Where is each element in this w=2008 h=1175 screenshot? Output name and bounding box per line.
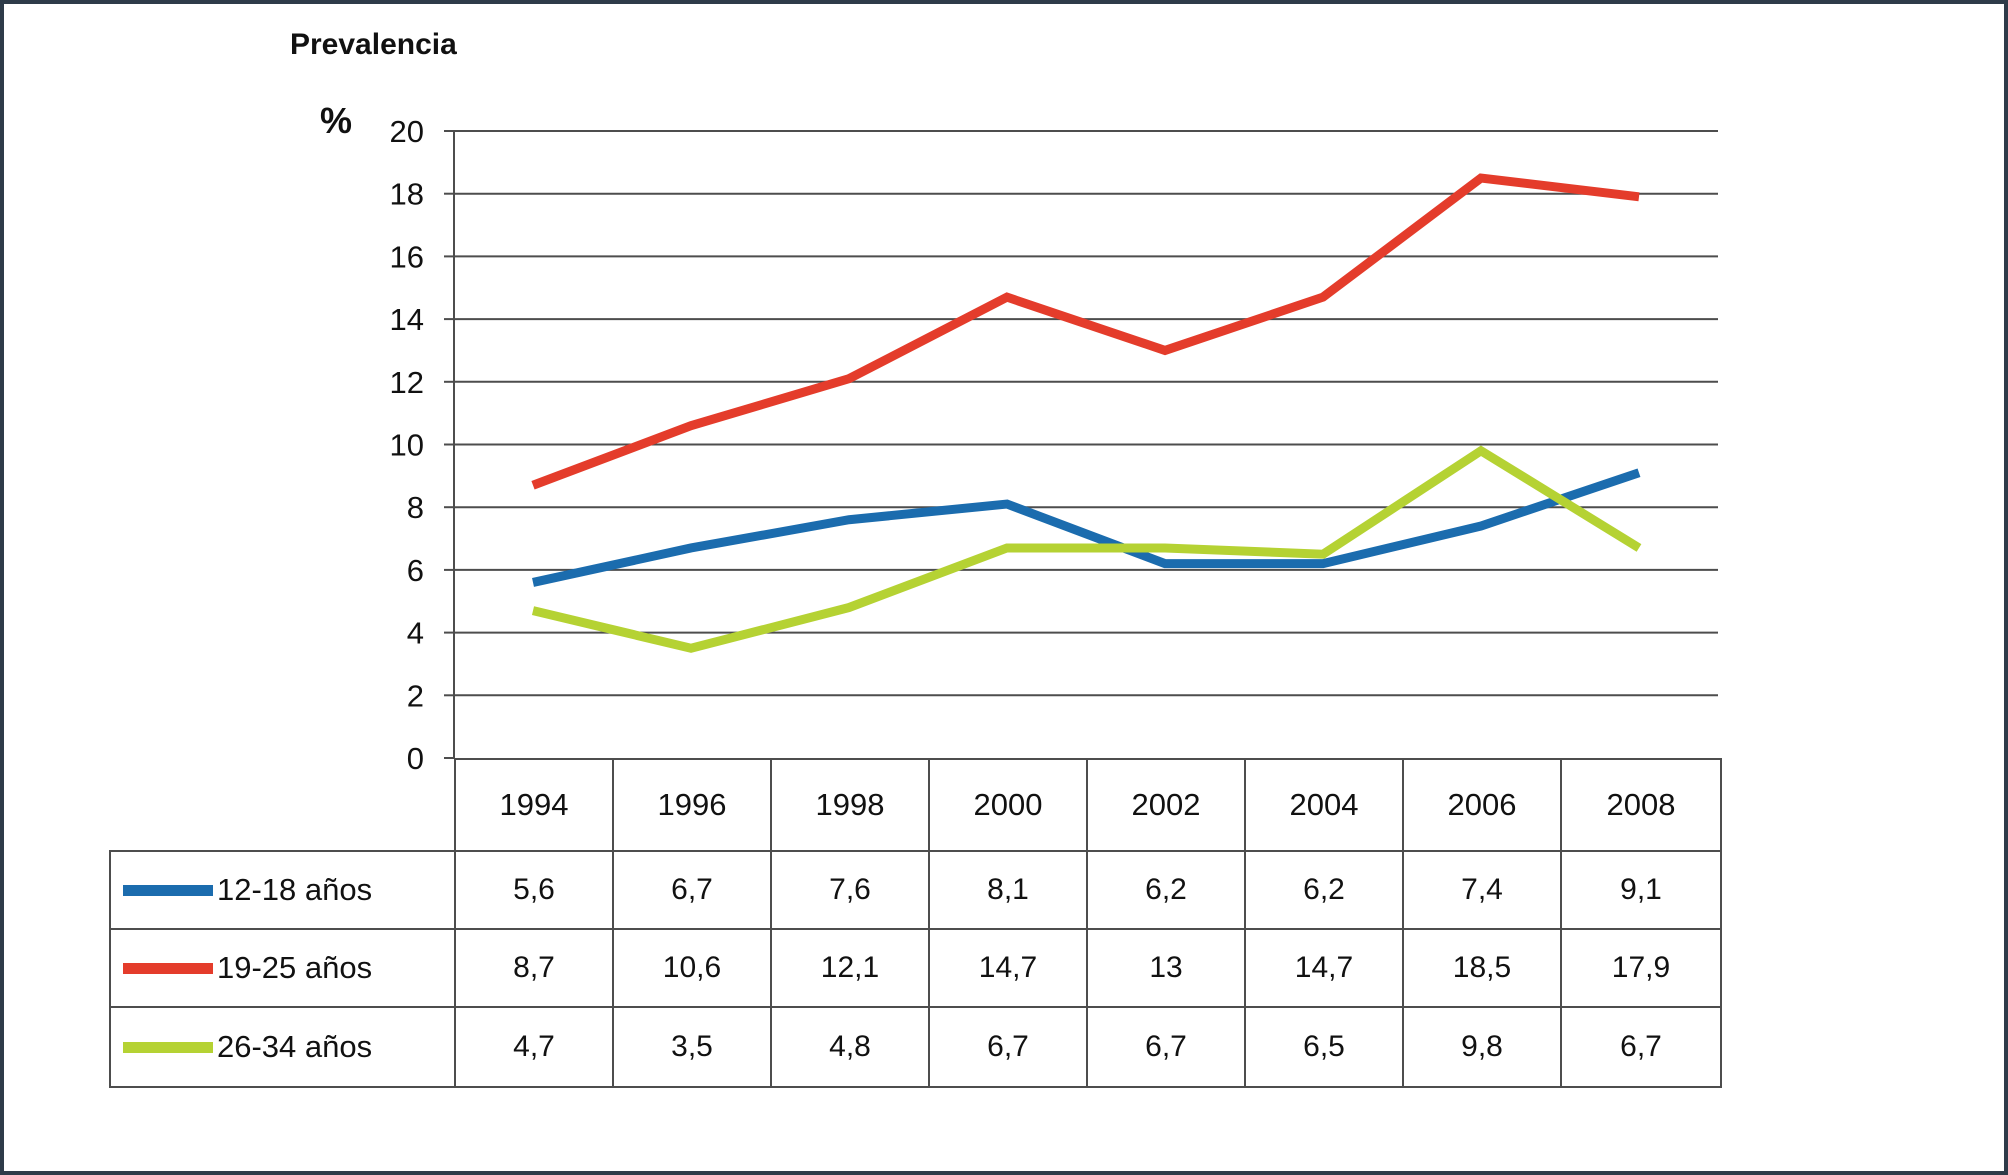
y-tick-label: 10	[390, 428, 424, 463]
y-tick-label: 2	[407, 678, 424, 713]
value-cell: 6,7	[1088, 1008, 1246, 1086]
y-axis-unit-label: %	[320, 100, 353, 141]
year-cell: 2006	[1404, 760, 1562, 850]
y-tick-label: 20	[390, 114, 424, 149]
legend-label: 12-18 años	[217, 872, 373, 907]
y-tick-label: 8	[407, 490, 424, 525]
y-tick-label: 18	[390, 177, 424, 212]
value-cell: 4,8	[772, 1008, 930, 1086]
value-cell: 5,6	[456, 852, 614, 930]
value-cell: 9,1	[1562, 852, 1720, 930]
legend-swatch-19-25	[123, 962, 213, 974]
value-cell: 9,8	[1404, 1008, 1562, 1086]
value-cell: 6,5	[1246, 1008, 1404, 1086]
year-cell: 2008	[1606, 787, 1676, 822]
legend-swatch-12-18	[123, 884, 213, 896]
value-cell: 6,7	[614, 852, 772, 930]
year-cell: 1998	[772, 760, 930, 850]
value-cell: 8,1	[930, 852, 1088, 930]
x-axis-year-header-row: 1994 1996 1998 2000 2002 2004 2006 2008	[454, 758, 1722, 850]
value-cell: 18,5	[1404, 930, 1562, 1008]
series-line-26-34	[531, 445, 1642, 653]
legend-cell-12-18: 12-18 años	[111, 852, 456, 930]
year-cell: 1994	[456, 760, 614, 850]
year-cell: 1996	[614, 760, 772, 850]
series-line-19-25	[531, 173, 1640, 490]
value-cell: 8,7	[456, 930, 614, 1008]
y-tick-label: 4	[407, 616, 424, 651]
legend-label: 19-25 años	[217, 950, 373, 985]
y-tick-label: 6	[407, 553, 424, 588]
chart-title: Prevalencia	[290, 28, 457, 61]
legend-swatch-26-34	[123, 1041, 213, 1053]
y-tick-label: 14	[390, 302, 424, 337]
legend-cell-19-25: 19-25 años	[111, 930, 456, 1008]
value-cell: 7,6	[772, 852, 930, 930]
value-cell: 17,9	[1562, 930, 1720, 1008]
year-cell: 2004	[1246, 760, 1404, 850]
value-cell: 14,7	[1246, 930, 1404, 1008]
y-tick-label: 12	[390, 365, 424, 400]
value-cell: 3,5	[614, 1008, 772, 1086]
value-cell: 4,7	[456, 1008, 614, 1086]
value-cell: 7,4	[1404, 852, 1562, 930]
series-line-12-18	[532, 468, 1641, 587]
year-cell: 2002	[1088, 760, 1246, 850]
legend-cell-26-34: 26-34 años	[111, 1008, 456, 1086]
year-cell: 2000	[930, 760, 1088, 850]
value-cell: 10,6	[614, 930, 772, 1008]
y-tick-label: 16	[390, 239, 424, 274]
value-cell: 12,1	[772, 930, 930, 1008]
y-tick-label: 0	[407, 741, 424, 776]
value-cell: 14,7	[930, 930, 1088, 1008]
value-cell: 6,2	[1088, 852, 1246, 930]
value-cell: 6,7	[1620, 1030, 1662, 1063]
value-cell: 6,7	[930, 1008, 1088, 1086]
data-table: 12-18 años 5,6 6,7 7,6 8,1 6,2 6,2 7,4 9,1 19-25 …	[109, 850, 1722, 1088]
value-cell: 13	[1088, 930, 1246, 1008]
value-cell: 6,2	[1246, 852, 1404, 930]
legend-label: 26-34 años	[217, 1029, 373, 1064]
